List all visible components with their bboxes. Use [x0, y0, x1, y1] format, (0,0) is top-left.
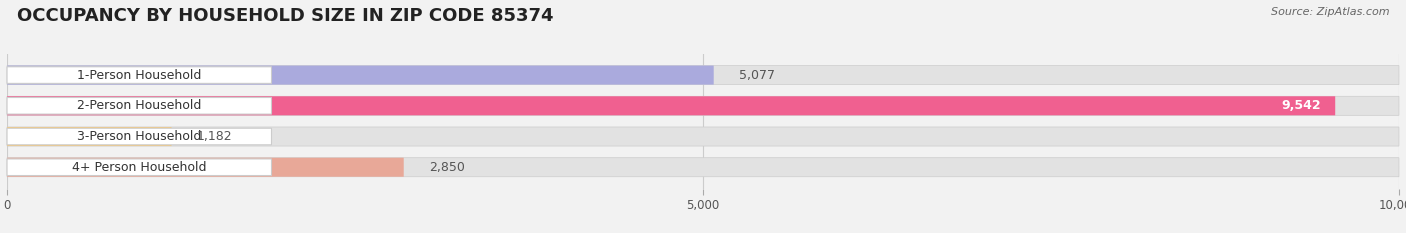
Text: 2,850: 2,850: [429, 161, 464, 174]
FancyBboxPatch shape: [7, 127, 172, 146]
FancyBboxPatch shape: [7, 67, 271, 83]
Text: 3-Person Household: 3-Person Household: [77, 130, 201, 143]
FancyBboxPatch shape: [7, 96, 1336, 115]
Text: 4+ Person Household: 4+ Person Household: [72, 161, 207, 174]
FancyBboxPatch shape: [7, 159, 271, 175]
FancyBboxPatch shape: [7, 65, 1399, 85]
Text: OCCUPANCY BY HOUSEHOLD SIZE IN ZIP CODE 85374: OCCUPANCY BY HOUSEHOLD SIZE IN ZIP CODE …: [17, 7, 554, 25]
FancyBboxPatch shape: [7, 96, 1399, 115]
FancyBboxPatch shape: [7, 158, 1399, 177]
Text: 5,077: 5,077: [738, 69, 775, 82]
FancyBboxPatch shape: [7, 98, 271, 114]
FancyBboxPatch shape: [7, 65, 714, 85]
FancyBboxPatch shape: [7, 158, 404, 177]
Text: 9,542: 9,542: [1282, 99, 1322, 112]
FancyBboxPatch shape: [7, 127, 1399, 146]
FancyBboxPatch shape: [7, 128, 271, 145]
Text: Source: ZipAtlas.com: Source: ZipAtlas.com: [1271, 7, 1389, 17]
Text: 2-Person Household: 2-Person Household: [77, 99, 201, 112]
Text: 1-Person Household: 1-Person Household: [77, 69, 201, 82]
Text: 1,182: 1,182: [197, 130, 232, 143]
